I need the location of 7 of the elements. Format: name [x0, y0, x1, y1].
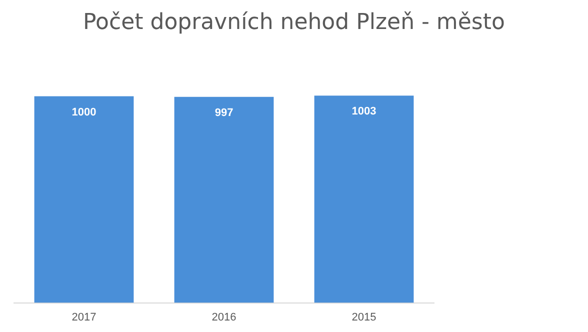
x-tick-label: 2015 [352, 311, 376, 324]
x-tick-label: 2016 [212, 311, 236, 324]
data-label: 1000 [72, 106, 96, 118]
chart-title: Počet dopravních nehod Plzeň - město [82, 10, 506, 35]
data-label: 1003 [352, 106, 376, 118]
x-tick-label: 2017 [72, 311, 96, 324]
data-label: 997 [214, 106, 234, 119]
